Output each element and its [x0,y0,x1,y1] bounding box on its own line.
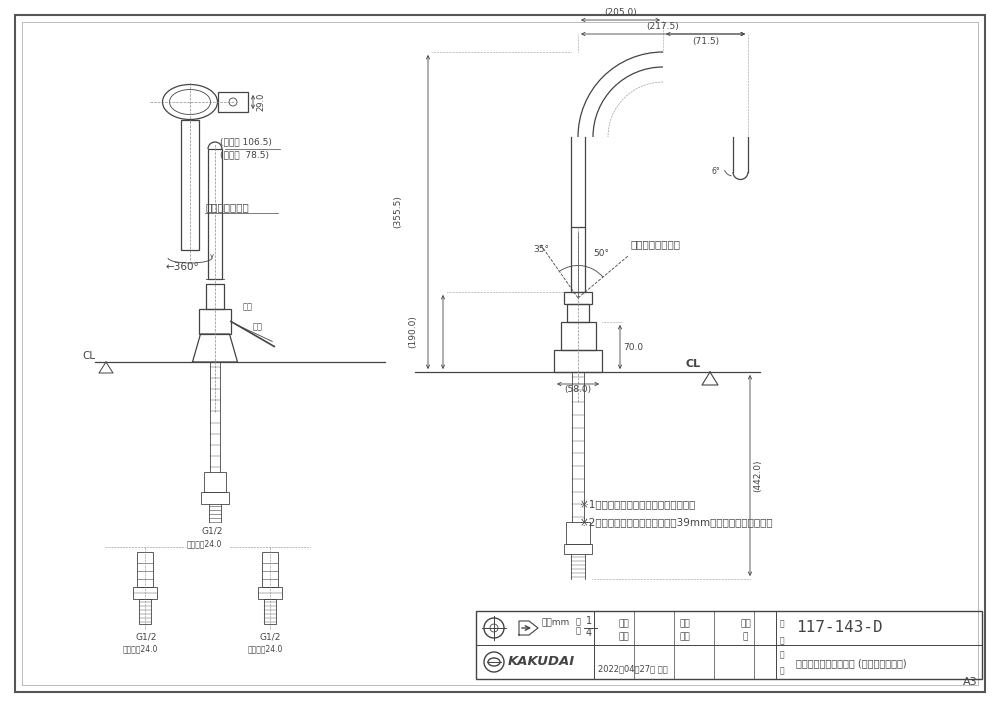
Text: (190.0): (190.0) [409,315,418,349]
Text: (71.5): (71.5) [692,37,719,46]
Text: シングルレバー混合栓 (マットブラック): シングルレバー混合栓 (マットブラック) [796,658,907,668]
Text: KAKUDAI: KAKUDAI [508,655,575,668]
Text: 名: 名 [780,666,785,675]
Text: 29.0: 29.0 [256,93,265,111]
Text: 吐水口回転角度: 吐水口回転角度 [205,202,249,212]
Text: 製図: 製図 [619,619,630,628]
Text: 山川: 山川 [680,632,690,641]
Text: 度: 度 [576,626,581,635]
Text: 六角対辺24.0: 六角対辺24.0 [123,644,158,653]
Text: 番: 番 [780,636,785,645]
Text: 六角対辺24.0: 六角対辺24.0 [248,644,283,653]
Text: (全高号 106.5): (全高号 106.5) [220,137,272,146]
Bar [139,599,151,624]
Text: (止水号  78.5): (止水号 78.5) [220,150,269,159]
Bar [564,292,592,304]
Text: 35°: 35° [533,245,549,255]
Text: 117-143-D: 117-143-D [796,620,883,635]
Text: 2022年04月27日 作成: 2022年04月27日 作成 [598,664,668,673]
Bar [566,522,590,544]
Text: 尺: 尺 [576,617,581,626]
Bar [262,552,278,587]
Bar [218,92,248,112]
Bar [571,227,585,292]
Text: 岩藤: 岩藤 [619,632,630,641]
Bar [208,149,222,279]
Bar [258,587,282,599]
Bar [476,611,982,679]
Bar [264,599,276,624]
Text: (217.5): (217.5) [647,22,679,31]
Text: 吐水: 吐水 [253,322,263,332]
Bar [133,587,157,599]
Text: 4: 4 [586,628,592,638]
Text: G1/2: G1/2 [135,633,156,642]
Text: 50°: 50° [593,249,609,258]
Text: (442.0): (442.0) [753,460,762,492]
Text: ←360°: ←360° [165,262,199,272]
Text: 止水: 止水 [243,303,253,312]
Text: ※1　（　）内寄法は参考寄法である。: ※1 （ ）内寄法は参考寄法である。 [580,499,695,509]
Text: (205.0): (205.0) [604,8,637,17]
Bar [206,284,224,309]
Text: 70.0: 70.0 [623,342,643,351]
Bar [204,472,226,492]
Bar [560,322,596,350]
Text: A3: A3 [963,677,978,687]
Text: ハンドル回転角度: ハンドル回転角度 [631,240,680,250]
Bar [199,309,231,334]
Text: 単位mm: 単位mm [541,618,569,627]
Text: (58.0): (58.0) [564,385,592,394]
Bar [137,552,153,587]
Text: CL: CL [685,359,700,369]
Bar [201,492,229,504]
Text: 品: 品 [780,650,785,659]
Bar [567,304,589,322]
Bar [181,120,199,250]
Text: 六角対辺24.0: 六角対辺24.0 [187,539,222,548]
Text: 1: 1 [586,616,592,626]
Text: 品: 品 [780,619,785,628]
Text: G1/2: G1/2 [260,633,281,642]
Text: (355.5): (355.5) [394,196,402,228]
Bar [554,350,602,372]
Text: 検図: 検図 [680,619,690,628]
Text: 6°: 6° [711,167,720,176]
Text: ※2　ブレードホースは曲げ半彄39mm以上を確保すること。: ※2 ブレードホースは曲げ半彄39mm以上を確保すること。 [580,517,773,527]
Text: 承認: 承認 [740,619,751,628]
Text: G1/2: G1/2 [201,527,222,536]
Text: CL: CL [82,351,95,361]
Bar [564,544,592,554]
Text: 祝: 祝 [743,632,748,641]
